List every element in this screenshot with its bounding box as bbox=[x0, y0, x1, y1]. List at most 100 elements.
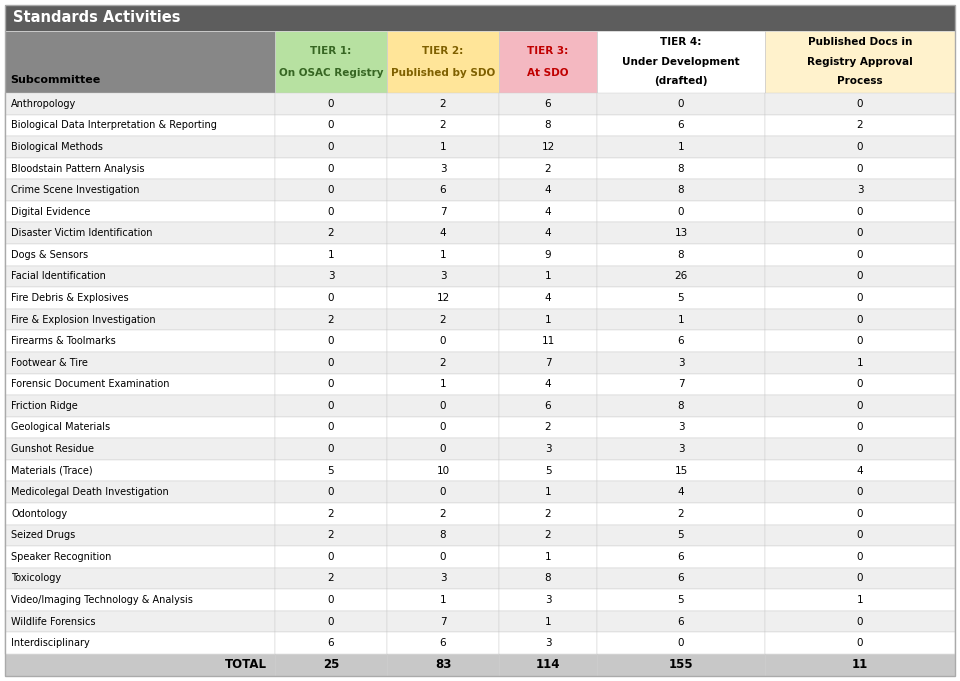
Text: 0: 0 bbox=[856, 272, 863, 281]
Text: 0: 0 bbox=[856, 99, 863, 109]
Bar bbox=[387, 460, 499, 481]
Text: 4: 4 bbox=[856, 466, 863, 475]
Bar bbox=[275, 524, 387, 546]
Text: 3: 3 bbox=[678, 422, 684, 432]
Text: 3: 3 bbox=[678, 444, 684, 454]
Text: 0: 0 bbox=[856, 422, 863, 432]
Text: TIER 3:: TIER 3: bbox=[527, 46, 568, 57]
Text: Speaker Recognition: Speaker Recognition bbox=[11, 552, 111, 562]
Text: 3: 3 bbox=[440, 573, 446, 584]
Text: 1: 1 bbox=[327, 250, 334, 260]
Bar bbox=[765, 244, 955, 266]
Bar bbox=[597, 611, 765, 633]
Text: 155: 155 bbox=[669, 659, 693, 671]
Text: 4: 4 bbox=[544, 228, 551, 238]
Text: 2: 2 bbox=[544, 530, 551, 540]
Text: 0: 0 bbox=[856, 315, 863, 325]
Text: 0: 0 bbox=[327, 401, 334, 411]
Text: 0: 0 bbox=[327, 358, 334, 368]
Text: Wildlife Forensics: Wildlife Forensics bbox=[11, 616, 95, 627]
Bar bbox=[387, 524, 499, 546]
Bar bbox=[765, 417, 955, 439]
Bar bbox=[597, 201, 765, 223]
Bar bbox=[275, 201, 387, 223]
Text: 0: 0 bbox=[327, 552, 334, 562]
Bar bbox=[5, 568, 275, 589]
Text: 0: 0 bbox=[856, 444, 863, 454]
Text: Facial Identification: Facial Identification bbox=[11, 272, 106, 281]
Bar bbox=[765, 481, 955, 503]
Text: Interdisciplinary: Interdisciplinary bbox=[11, 638, 89, 648]
Text: 0: 0 bbox=[327, 206, 334, 217]
Text: 0: 0 bbox=[678, 206, 684, 217]
Bar bbox=[499, 114, 597, 136]
Bar bbox=[499, 93, 597, 114]
Bar bbox=[5, 179, 275, 201]
Text: 1: 1 bbox=[678, 142, 684, 152]
Bar bbox=[275, 136, 387, 158]
Text: Dogs & Sensors: Dogs & Sensors bbox=[11, 250, 88, 260]
Text: 1: 1 bbox=[678, 315, 684, 325]
Text: (drafted): (drafted) bbox=[655, 76, 708, 86]
Bar bbox=[499, 546, 597, 568]
Bar bbox=[5, 136, 275, 158]
Text: 0: 0 bbox=[440, 487, 446, 497]
Text: Digital Evidence: Digital Evidence bbox=[11, 206, 90, 217]
Text: 114: 114 bbox=[536, 659, 561, 671]
Text: Video/Imaging Technology & Analysis: Video/Imaging Technology & Analysis bbox=[11, 595, 193, 605]
Text: 0: 0 bbox=[327, 121, 334, 130]
Bar bbox=[5, 589, 275, 611]
Text: 0: 0 bbox=[678, 99, 684, 109]
Bar bbox=[765, 373, 955, 395]
Text: Bloodstain Pattern Analysis: Bloodstain Pattern Analysis bbox=[11, 163, 145, 174]
Bar bbox=[499, 136, 597, 158]
Text: Process: Process bbox=[837, 76, 883, 86]
Text: 0: 0 bbox=[856, 336, 863, 346]
Text: 6: 6 bbox=[440, 638, 446, 648]
Text: 3: 3 bbox=[440, 163, 446, 174]
Text: 0: 0 bbox=[856, 379, 863, 390]
Text: 1: 1 bbox=[440, 379, 446, 390]
Text: 7: 7 bbox=[440, 616, 446, 627]
Text: 1: 1 bbox=[440, 142, 446, 152]
Bar bbox=[499, 460, 597, 481]
Bar bbox=[597, 287, 765, 308]
Bar bbox=[387, 266, 499, 287]
Text: 0: 0 bbox=[327, 142, 334, 152]
Bar bbox=[765, 633, 955, 654]
Text: 6: 6 bbox=[678, 616, 684, 627]
Bar bbox=[387, 503, 499, 524]
Text: 0: 0 bbox=[856, 573, 863, 584]
Bar bbox=[765, 223, 955, 244]
Text: 11: 11 bbox=[541, 336, 555, 346]
Bar bbox=[275, 589, 387, 611]
Text: 6: 6 bbox=[678, 336, 684, 346]
Bar bbox=[387, 136, 499, 158]
Text: 0: 0 bbox=[327, 616, 334, 627]
Text: Footwear & Tire: Footwear & Tire bbox=[11, 358, 88, 368]
Text: 8: 8 bbox=[678, 185, 684, 195]
Text: 2: 2 bbox=[327, 509, 334, 519]
Text: 8: 8 bbox=[678, 250, 684, 260]
Bar bbox=[275, 633, 387, 654]
Bar bbox=[275, 568, 387, 589]
Text: 8: 8 bbox=[678, 401, 684, 411]
Text: TIER 1:: TIER 1: bbox=[310, 46, 351, 57]
Bar bbox=[597, 136, 765, 158]
Text: 6: 6 bbox=[678, 552, 684, 562]
Text: 1: 1 bbox=[544, 272, 551, 281]
Text: 6: 6 bbox=[544, 401, 551, 411]
Text: Toxicology: Toxicology bbox=[11, 573, 61, 584]
Text: 0: 0 bbox=[856, 638, 863, 648]
Bar bbox=[499, 158, 597, 179]
Bar bbox=[765, 31, 955, 93]
Bar bbox=[597, 568, 765, 589]
Bar bbox=[5, 352, 275, 373]
Text: 5: 5 bbox=[544, 466, 551, 475]
Bar bbox=[387, 395, 499, 417]
Bar bbox=[765, 287, 955, 308]
Text: 3: 3 bbox=[678, 358, 684, 368]
Text: 6: 6 bbox=[678, 121, 684, 130]
Text: 0: 0 bbox=[327, 487, 334, 497]
Bar bbox=[275, 223, 387, 244]
